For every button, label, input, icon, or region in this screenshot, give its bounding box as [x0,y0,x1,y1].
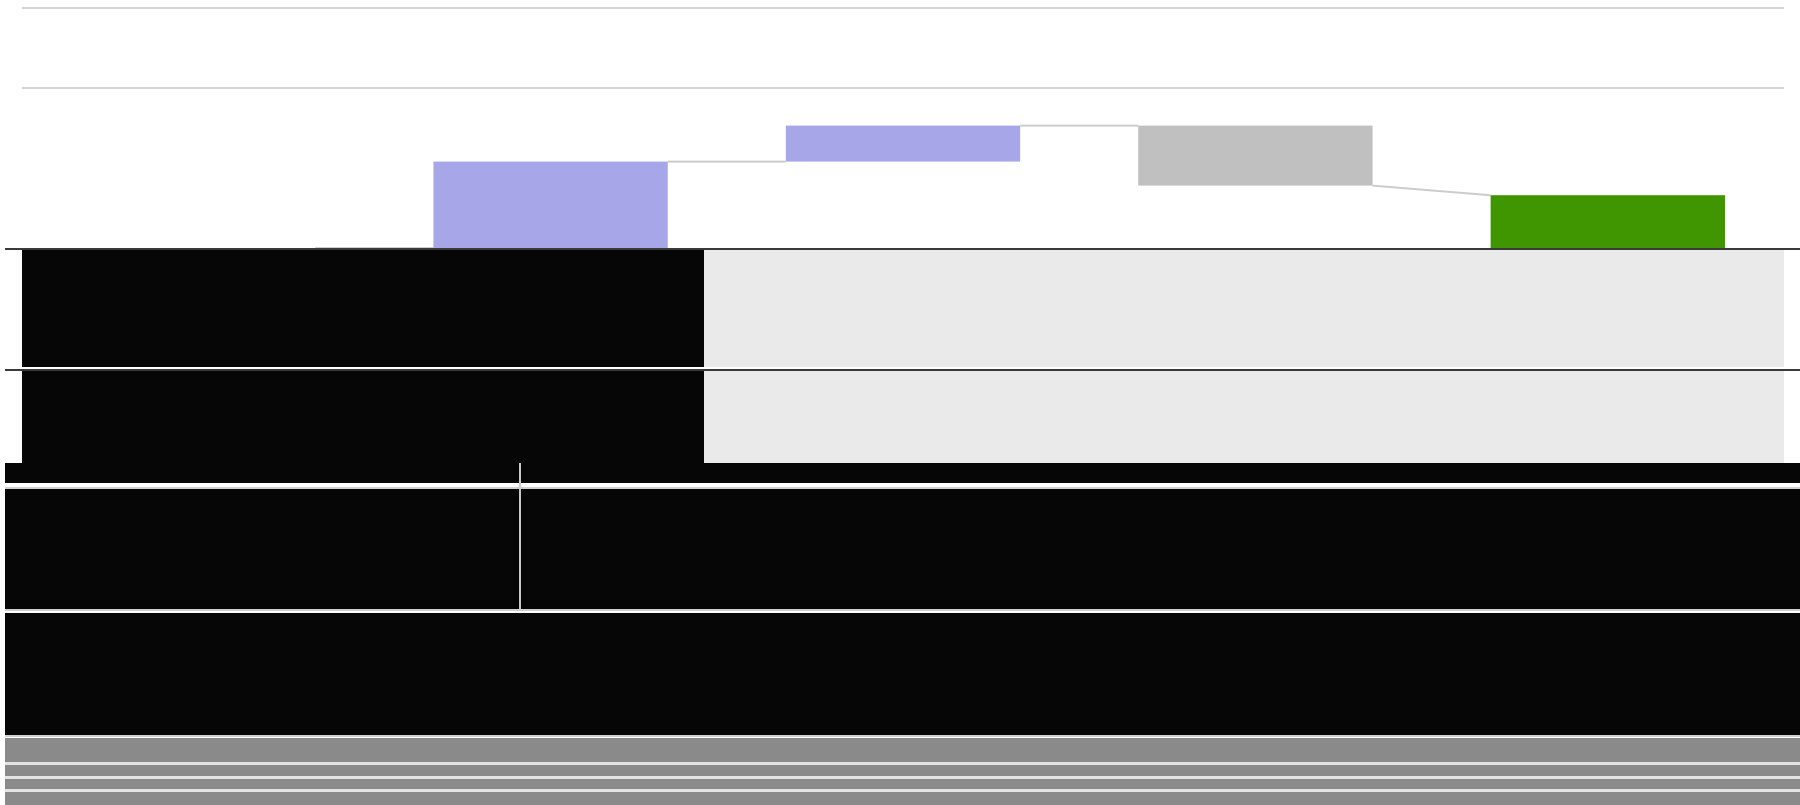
dark-panel-block [22,250,704,367]
increase-bar [785,125,1021,162]
dark-band-block [5,613,1800,735]
band-divider [519,463,521,609]
increase-bar [433,161,668,248]
bars [433,125,1725,248]
dark-band-block [521,487,1800,609]
dark-band-strip [5,463,1800,483]
divider-rule [5,369,1800,371]
light-panel-block [704,371,1784,463]
footer-line [5,762,1800,765]
footer-line [5,776,1800,779]
dark-panel-block [22,371,704,463]
divider-rule [5,248,1800,250]
band-rule [5,735,1800,737]
connector-line [1372,184,1491,197]
band-rule [5,609,1800,611]
gridlines [22,7,1784,89]
total-bar [1490,195,1725,248]
light-panel-block [704,250,1784,367]
decrease-bar [1138,125,1373,186]
dark-band-block [5,487,519,609]
footer-strip [5,738,1800,805]
footer-line [5,789,1800,792]
band-rule [5,487,1800,489]
